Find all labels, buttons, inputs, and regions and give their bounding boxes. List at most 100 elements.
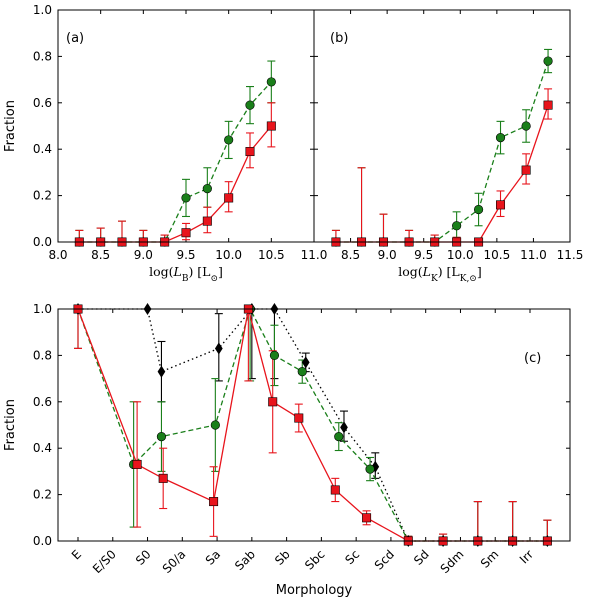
x-tick-label-c-2: S0 — [133, 547, 154, 568]
panel-a-xlabel-close: ] — [218, 264, 223, 279]
y-tick-label-a-3: 0.6 — [33, 96, 52, 110]
point-b-red-8 — [521, 165, 531, 175]
point-c-red-5 — [268, 397, 278, 407]
x-tick-label-c-8: Sc — [342, 547, 362, 567]
panel-b-xlabel-tail: ) [L — [438, 264, 460, 279]
x-tick-label-b-2: 9.5 — [414, 248, 433, 262]
panel-a-series — [74, 60, 276, 247]
point-c-green-7 — [334, 432, 344, 442]
panel-b-ticks: 8.5 9.0 9.5 10.0 10.5 11.0 11.5 — [314, 9, 584, 262]
series-line-b-red — [335, 104, 549, 243]
panel-a-ticks: 8.0 8.5 9.0 9.5 10.0 10.5 11.0 0.0 0.2 0.4 0.6 0.8 1… — [33, 3, 327, 262]
panel-b-label: (b) — [330, 31, 348, 46]
point-c-red-3 — [209, 497, 219, 507]
panel-b-xlabel-close: ] — [477, 264, 482, 279]
panel-a-xlabel-sub: B — [182, 274, 189, 284]
y-tick-label-c-5: 1.0 — [33, 302, 52, 316]
x-tick-label-a-4: 10.0 — [215, 248, 242, 262]
panel-c: E E/S0 S0 S0/a Sa Sab Sb Sbc Sc Scd Sd Sdm Sm Irr 0.0 0… — [3, 302, 571, 598]
panel-c-xlabel: Morphology — [276, 583, 353, 598]
x-tick-label-a-6: 11.0 — [301, 248, 328, 262]
point-c-black-6 — [301, 356, 310, 369]
panel-b-xlabel-sub: K — [431, 274, 438, 284]
x-tick-label-c-12: Sm — [478, 547, 502, 571]
x-tick-label-a-0: 8.0 — [48, 248, 67, 262]
series-line-c-black — [78, 308, 548, 542]
x-tick-label-c-4: Sa — [203, 547, 223, 567]
x-tick-label-c-0: E — [69, 547, 84, 562]
point-b-red-7 — [496, 200, 506, 210]
point-b-green-9 — [543, 56, 553, 66]
point-a-red-7 — [224, 193, 234, 203]
point-c-green-3 — [210, 420, 220, 430]
x-tick-label-c-6: Sb — [272, 547, 293, 568]
series-line-c-red — [77, 308, 548, 542]
panel-a-xlabel-tail: ) [L — [188, 264, 210, 279]
x-tick-label-c-1: E/S0 — [90, 547, 119, 576]
panel-b-xlabel-var: L — [422, 264, 431, 279]
panel-b-xlabel-log: log( — [398, 264, 422, 279]
panel-a-ylabel: Fraction — [3, 100, 18, 152]
point-b-green-5 — [452, 221, 462, 231]
x-tick-label-b-5: 11.0 — [520, 248, 547, 262]
point-c-red-6 — [294, 413, 304, 423]
x-tick-label-c-10: Sd — [411, 547, 432, 568]
point-c-black-3 — [214, 342, 223, 355]
point-a-green-7 — [224, 135, 234, 145]
point-c-red-8 — [362, 513, 372, 523]
y-tick-label-a-5: 1.0 — [33, 3, 52, 17]
point-c-red-7 — [330, 485, 340, 495]
point-b-red-9 — [543, 100, 553, 110]
panel-a-xlabel-var: L — [173, 264, 182, 279]
x-tick-label-b-6: 11.5 — [557, 248, 584, 262]
series-line-b-green — [335, 60, 549, 243]
point-b-green-7 — [495, 133, 506, 143]
x-tick-label-c-3: S0/a — [160, 547, 189, 576]
y-tick-label-a-4: 0.8 — [33, 49, 52, 63]
panel-b-xlabel-sun: K,⊙ — [460, 274, 477, 284]
x-tick-label-a-1: 8.5 — [91, 248, 110, 262]
point-a-green-5 — [181, 193, 191, 203]
x-tick-label-b-1: 9.0 — [378, 248, 397, 262]
point-a-red-5 — [181, 228, 191, 238]
panel-b-frame — [313, 9, 571, 243]
point-c-red-1 — [132, 459, 142, 469]
panel-c-series — [73, 302, 552, 548]
panel-a-label: (a) — [66, 31, 84, 46]
point-c-green-6 — [297, 367, 307, 377]
y-tick-label-c-3: 0.6 — [33, 395, 52, 409]
x-tick-label-c-5: Sab — [232, 547, 258, 573]
panel-b-xlabel: log(LK) [LK,⊙] — [398, 264, 482, 284]
y-tick-label-a-2: 0.4 — [33, 142, 52, 156]
point-a-red-9 — [266, 121, 276, 131]
point-a-green-9 — [266, 77, 276, 87]
series-line-a-green — [79, 81, 272, 243]
y-tick-label-c-1: 0.2 — [33, 488, 52, 502]
panel-a-xlabel: log(LB) [L⊙] — [149, 264, 223, 284]
x-tick-label-c-7: Sbc — [302, 547, 327, 572]
x-tick-label-a-2: 9.0 — [134, 248, 153, 262]
series-line-a-red — [79, 125, 272, 243]
point-b-green-6 — [473, 204, 484, 215]
point-c-black-7 — [340, 421, 348, 434]
y-tick-label-c-0: 0.0 — [33, 534, 52, 548]
panel-a-xlabel-log: log( — [149, 264, 173, 279]
point-a-green-8 — [245, 100, 255, 110]
panel-b-series — [331, 48, 553, 247]
point-a-green-6 — [202, 184, 212, 194]
x-tick-label-a-5: 10.5 — [258, 248, 285, 262]
x-tick-label-c-13: Irr — [517, 547, 536, 566]
point-c-green-5 — [269, 350, 280, 361]
point-c-green-8 — [365, 464, 375, 474]
point-c-green-2 — [156, 432, 167, 442]
series-line-c-green — [77, 307, 548, 542]
point-c-red-2 — [158, 473, 168, 483]
panel-c-frame — [57, 308, 571, 542]
panel-c-ticks: E E/S0 S0 S0/a Sa Sab Sb Sbc Sc Scd Sd Sdm Sm Irr 0.0 0… — [33, 302, 570, 576]
y-tick-label-a-0: 0.0 — [33, 235, 52, 249]
x-tick-label-c-9: Scd — [372, 547, 397, 572]
point-b-green-8 — [521, 121, 531, 131]
y-tick-label-c-4: 0.8 — [33, 348, 52, 362]
panel-b: 8.5 9.0 9.5 10.0 10.5 11.0 11.5 (b) log(LK) [L… — [313, 9, 584, 284]
